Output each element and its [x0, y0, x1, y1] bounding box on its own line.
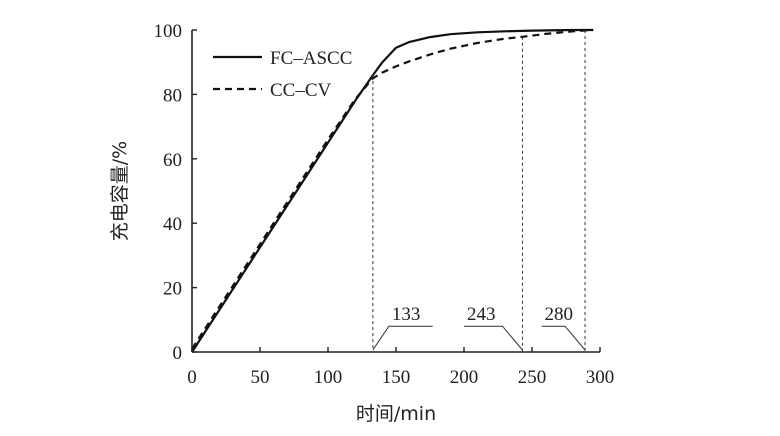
series-line-fc-ascc	[191, 28, 594, 353]
y-ticks: 0 20 40 60 80 100	[154, 21, 197, 364]
y-axis-title: 充电容量/%	[109, 141, 131, 241]
annotation-layer: 133 243 280	[372, 304, 586, 351]
x-tick-label: 300	[586, 367, 615, 388]
y-tick-label: 60	[163, 150, 182, 171]
series-line-cc-cv	[191, 28, 594, 350]
plot-area: 133 243 280 0 50 100 150 200 250 300 0 20 40 60 80 10…	[154, 21, 615, 388]
x-tick-label: 0	[187, 367, 197, 388]
legend-label: CC–CV	[270, 80, 332, 101]
x-axis-title: 时间/min	[356, 403, 436, 425]
y-tick-label: 0	[173, 343, 183, 364]
legend: FC–ASCC CC–CV	[213, 48, 352, 101]
callout-leader	[372, 325, 433, 351]
y-tick-label: 40	[163, 214, 182, 235]
x-tick-label: 250	[518, 367, 547, 388]
dropline-layer	[372, 30, 586, 352]
y-tick-label: 20	[163, 279, 182, 300]
y-tick-label: 80	[163, 85, 182, 106]
annotation-label: 243	[467, 304, 496, 325]
x-ticks: 0 50 100 150 200 250 300	[187, 347, 614, 388]
x-tick-label: 150	[382, 367, 411, 388]
annotation-label: 133	[392, 304, 421, 325]
callout-leader	[541, 325, 586, 351]
y-tick-label: 100	[154, 21, 183, 42]
x-tick-label: 50	[251, 367, 270, 388]
annotation-label: 280	[545, 304, 574, 325]
legend-label: FC–ASCC	[270, 48, 352, 69]
x-tick-label: 100	[314, 367, 343, 388]
x-tick-label: 200	[450, 367, 479, 388]
callout-leader	[464, 325, 523, 351]
